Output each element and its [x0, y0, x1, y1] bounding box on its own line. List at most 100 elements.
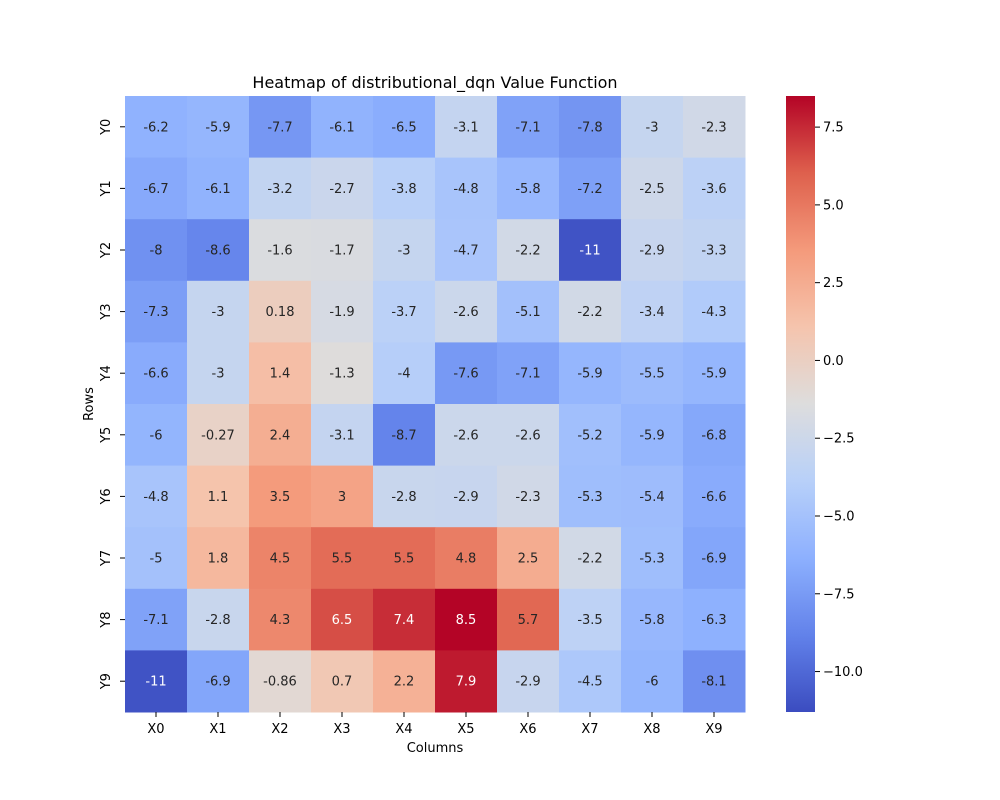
cell-value-label: -3.2: [267, 182, 292, 197]
cell-value-label: 0.7: [332, 675, 353, 690]
cell-value-label: -8: [150, 244, 163, 259]
heatmap-cell: [435, 219, 498, 282]
heatmap-cell: [311, 157, 374, 220]
cell-value-label: -5.9: [577, 367, 602, 382]
heatmap-cell: [311, 650, 374, 713]
heatmap-cell: [683, 280, 746, 343]
cell-value-label: -3.8: [391, 182, 416, 197]
cell-value-label: -5: [150, 552, 163, 567]
cell-value-label: -6.2: [143, 120, 168, 135]
cell-value-label: -3.3: [701, 244, 726, 259]
cell-value-label: -6: [646, 675, 659, 690]
cell-value-label: -2.6: [453, 428, 478, 443]
heatmap-cell: [683, 219, 746, 282]
y-tick-label: Y5: [99, 427, 114, 444]
cell-value-label: -6.5: [391, 120, 416, 135]
cell-value-label: -3.6: [701, 182, 726, 197]
heatmap-cell: [125, 465, 188, 528]
x-axis: X0 X1 X2 X3 X4 X5 X6 X7 X8 X9: [147, 712, 723, 737]
heatmap-cell: [621, 280, 684, 343]
heatmap-cell: [621, 588, 684, 651]
heatmap-cell: [125, 280, 188, 343]
cell-value-label: -5.8: [639, 613, 664, 628]
cell-value-label: 4.5: [270, 552, 291, 567]
heatmap-cell: [311, 588, 374, 651]
cell-value-label: 7.4: [394, 613, 415, 628]
colorbar-tick-label: 2.5: [823, 276, 844, 291]
cell-value-label: -5.9: [701, 367, 726, 382]
cell-value-label: -5.9: [205, 120, 230, 135]
cell-value-label: -7.1: [515, 367, 540, 382]
colorbar-tick-label: 0.0: [823, 354, 844, 369]
cell-value-label: -2.9: [515, 675, 540, 690]
cell-value-label: -6: [150, 428, 163, 443]
cell-value-label: -0.27: [201, 428, 235, 443]
colorbar-tick-label: 7.5: [823, 121, 844, 136]
heatmap-cell: [311, 465, 374, 528]
heatmap-cell: [373, 404, 436, 467]
y-tick-label: Y0: [99, 119, 114, 136]
cell-value-label: -5.3: [577, 490, 602, 505]
cell-value-label: -2.9: [639, 244, 664, 259]
heatmap-cell: [683, 527, 746, 590]
x-tick-label: X5: [457, 722, 474, 737]
heatmap-cell: [125, 96, 188, 159]
heatmap-cell: [497, 650, 560, 713]
heatmap-cell: [435, 96, 498, 159]
heatmap-cell: [249, 219, 312, 282]
heatmap-cell: [249, 96, 312, 159]
cell-value-label: -0.86: [263, 675, 297, 690]
cell-value-label: 1.8: [208, 552, 229, 567]
x-tick-label: X9: [705, 722, 722, 737]
heatmap-cell: [311, 527, 374, 590]
cell-value-label: -2.5: [639, 182, 664, 197]
cell-value-label: -5.5: [639, 367, 664, 382]
cell-value-label: -3.7: [391, 305, 416, 320]
cell-value-label: -4.8: [453, 182, 478, 197]
cell-value-label: -5.4: [639, 490, 664, 505]
heatmap-cell: [497, 96, 560, 159]
cell-value-label: 2.2: [394, 675, 415, 690]
heatmap-cell: [187, 404, 250, 467]
colorbar-tick-label: −7.5: [823, 587, 855, 602]
cell-value-label: -4.8: [143, 490, 168, 505]
colorbar-tick-label: 5.0: [823, 198, 844, 213]
heatmap-cell: [683, 342, 746, 405]
cell-value-label: -3: [646, 120, 659, 135]
heatmap-cells: -6.2 -5.9 -7.7 -6.1 -6.5 -3.1 -7.1 -7.8 -3 -2.3 -6…: [125, 96, 746, 713]
chart-title: Heatmap of distributional_dqn Value Func…: [252, 73, 617, 93]
heatmap-cell: [249, 465, 312, 528]
cell-value-label: -11: [579, 244, 600, 259]
cell-value-label: -8.7: [391, 428, 416, 443]
cell-value-label: -6.9: [701, 552, 726, 567]
heatmap-cell: [435, 157, 498, 220]
heatmap-cell: [621, 157, 684, 220]
cell-value-label: -5.2: [577, 428, 602, 443]
cell-value-label: -6.1: [329, 120, 354, 135]
heatmap-cell: [373, 650, 436, 713]
heatmap-cell: [497, 280, 560, 343]
heatmap-cell: [187, 96, 250, 159]
colorbar-gradient: [786, 96, 815, 712]
heatmap-cell: [373, 342, 436, 405]
cell-value-label: -5.3: [639, 552, 664, 567]
heatmap-cell: [249, 280, 312, 343]
heatmap-cell: [435, 404, 498, 467]
heatmap-cell: [621, 404, 684, 467]
heatmap-cell: [435, 650, 498, 713]
heatmap-cell: [187, 219, 250, 282]
y-tick-label: Y2: [99, 242, 114, 259]
cell-value-label: -8.6: [205, 244, 230, 259]
heatmap-cell: [125, 650, 188, 713]
heatmap-cell: [683, 465, 746, 528]
heatmap-cell: [497, 404, 560, 467]
cell-value-label: -6.7: [143, 182, 168, 197]
y-tick-label: Y1: [99, 180, 114, 197]
x-tick-label: X8: [643, 722, 660, 737]
heatmap-cell: [497, 219, 560, 282]
cell-value-label: -2.3: [515, 490, 540, 505]
cell-value-label: -7.3: [143, 305, 168, 320]
heatmap-cell: [435, 465, 498, 528]
heatmap-cell: [249, 527, 312, 590]
